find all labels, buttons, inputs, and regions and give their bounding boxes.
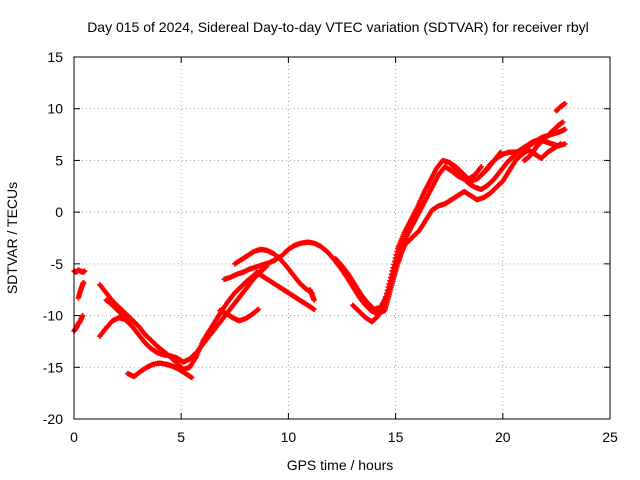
y-tick-label: 5 bbox=[55, 152, 63, 168]
y-tick-label: -15 bbox=[43, 359, 63, 375]
series-track-f bbox=[125, 360, 195, 381]
axis-ticks: 0 5 10 15 20 25 -20 -15 -10 -5 0 5 10 15 bbox=[43, 49, 618, 445]
data-point bbox=[79, 312, 86, 319]
series-track-q bbox=[446, 159, 484, 182]
data-point bbox=[255, 306, 261, 312]
series-track-h bbox=[217, 306, 261, 324]
data-point bbox=[189, 375, 195, 381]
series-track-t bbox=[521, 119, 566, 164]
y-tick-label: 10 bbox=[47, 101, 63, 117]
y-tick-label: -20 bbox=[43, 411, 63, 427]
series-track-l bbox=[307, 287, 317, 303]
series-track-r bbox=[478, 149, 504, 178]
data-point bbox=[82, 268, 88, 274]
series-track-o bbox=[382, 238, 409, 313]
y-tick-label: 0 bbox=[55, 204, 63, 220]
x-axis-label: GPS time / hours bbox=[287, 457, 394, 473]
data-point bbox=[81, 279, 87, 286]
series-track-c bbox=[75, 279, 87, 301]
data-point bbox=[558, 141, 564, 147]
data-point bbox=[498, 149, 504, 155]
data-point bbox=[125, 319, 131, 325]
x-tick-label: 5 bbox=[177, 429, 185, 445]
y-tick-label: -10 bbox=[43, 308, 63, 324]
y-axis-label: SDTVAR / TECUs bbox=[4, 182, 20, 294]
series-track-n bbox=[350, 137, 568, 325]
series-track-e bbox=[97, 263, 270, 365]
data-point bbox=[394, 248, 400, 255]
series-track-j bbox=[232, 246, 315, 296]
series-track-k bbox=[253, 269, 317, 312]
series-track-b bbox=[71, 312, 86, 334]
x-tick-label: 15 bbox=[388, 429, 404, 445]
x-tick-label: 20 bbox=[495, 429, 511, 445]
data-point bbox=[393, 252, 399, 258]
data-point bbox=[562, 100, 568, 107]
y-tick-label: 15 bbox=[47, 49, 63, 65]
series-track-p bbox=[403, 141, 564, 246]
series-track-g bbox=[103, 297, 131, 325]
data-point bbox=[560, 119, 566, 125]
x-tick-label: 0 bbox=[70, 429, 78, 445]
data-point bbox=[311, 306, 317, 312]
data-point bbox=[562, 126, 568, 132]
data-point bbox=[392, 255, 398, 261]
y-tick-label: -5 bbox=[51, 256, 64, 272]
data-series bbox=[71, 100, 568, 381]
chart-title: Day 015 of 2024, Sidereal Day-to-day VTE… bbox=[87, 19, 589, 35]
data-point bbox=[311, 297, 317, 303]
series-track-s bbox=[553, 100, 568, 114]
x-tick-label: 10 bbox=[281, 429, 297, 445]
plot-frame bbox=[73, 56, 611, 420]
data-point bbox=[478, 164, 484, 170]
x-tick-label: 25 bbox=[602, 429, 618, 445]
